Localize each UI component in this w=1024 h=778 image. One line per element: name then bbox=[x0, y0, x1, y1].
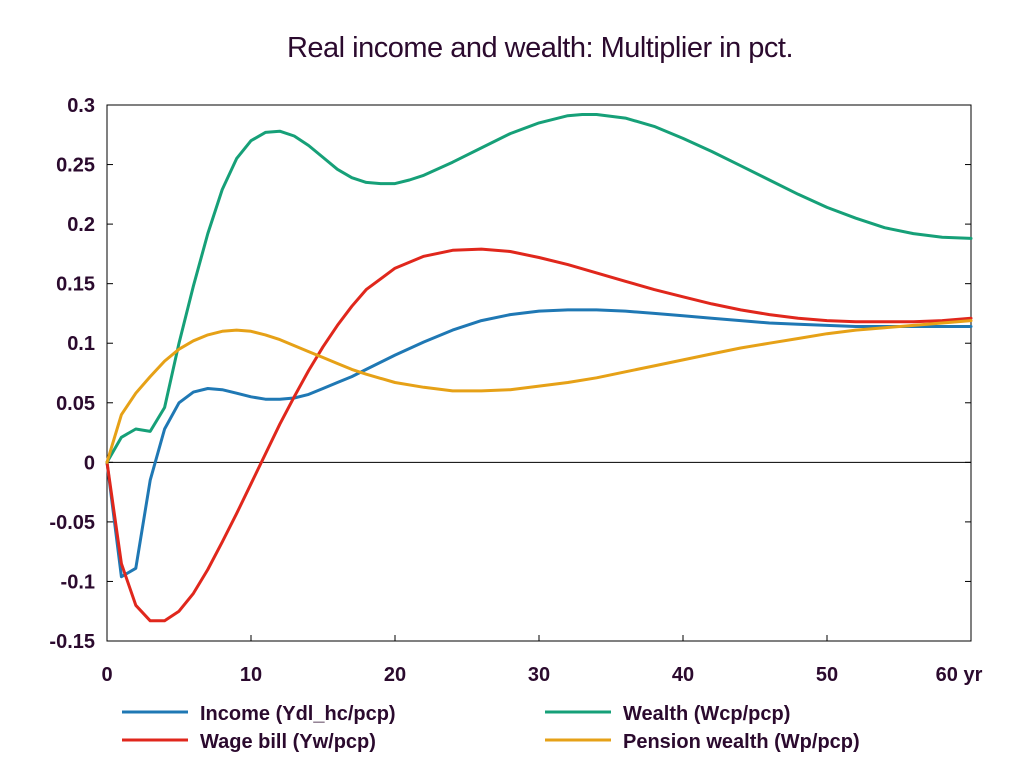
x-tick-label: 40 bbox=[672, 664, 694, 686]
y-axis: -0.15 -0.1 -0.05 0 0.05 0.1 0.15 0.2 0.25 0.3 bbox=[49, 95, 971, 653]
y-tick-label: -0.15 bbox=[49, 631, 95, 653]
legend-label: Income (Ydl_hc/pcp) bbox=[200, 703, 396, 725]
x-tick-label: 50 bbox=[816, 664, 838, 686]
x-axis: 0 10 20 30 40 50 60 yr bbox=[101, 635, 983, 686]
legend-label: Wealth (Wcp/pcp) bbox=[623, 703, 790, 725]
y-tick-label: 0.3 bbox=[67, 95, 95, 117]
series-line-2 bbox=[105, 247, 973, 623]
series-line-1 bbox=[105, 308, 973, 579]
x-tick-label: 0 bbox=[101, 664, 112, 686]
y-tick-label: 0.15 bbox=[56, 274, 95, 296]
series-line-4 bbox=[105, 319, 973, 464]
y-tick-label: 0.2 bbox=[67, 214, 95, 236]
plot-frame bbox=[106, 104, 972, 642]
y-tick-label: 0.05 bbox=[56, 393, 95, 415]
legend: Income (Ydl_hc/pcp) Wealth (Wcp/pcp) Wage … bbox=[122, 703, 860, 753]
y-tick-label: 0.25 bbox=[56, 155, 95, 177]
y-tick-label: 0.1 bbox=[67, 333, 95, 355]
y-tick-label: 0 bbox=[84, 452, 95, 474]
y-tick-label: -0.05 bbox=[49, 512, 95, 534]
x-tick-label: 10 bbox=[240, 664, 262, 686]
series-layer bbox=[105, 113, 973, 623]
legend-label: Wage bill (Yw/pcp) bbox=[200, 731, 376, 753]
chart-title: Real income and wealth: Multiplier in pc… bbox=[286, 32, 794, 64]
x-tick-label: 30 bbox=[528, 664, 550, 686]
legend-label: Pension wealth (Wp/pcp) bbox=[623, 731, 860, 753]
x-tick-label: 60 yr bbox=[936, 664, 983, 686]
y-tick-label: -0.1 bbox=[61, 571, 95, 593]
x-tick-label: 20 bbox=[384, 664, 406, 686]
series-line-3 bbox=[105, 113, 973, 464]
